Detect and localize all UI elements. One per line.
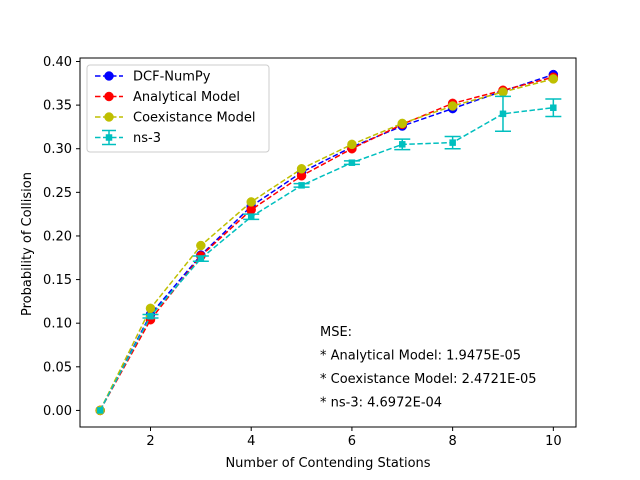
y-tick-label: 0.40 <box>43 55 72 70</box>
data-point-ns-3 <box>399 141 406 148</box>
y-tick-label: 0.25 <box>43 186 72 201</box>
data-point-coexistance-model <box>447 101 458 111</box>
y-tick-label: 0.20 <box>43 229 72 244</box>
data-point-coexistance-model <box>246 197 256 207</box>
legend-label: Analytical Model <box>133 90 240 105</box>
series-line-coexistance-model <box>99 78 554 411</box>
data-point-coexistance-model <box>397 118 408 129</box>
legend-box <box>86 64 270 153</box>
data-point-ns-3 <box>298 182 305 189</box>
data-point-coexistance-model <box>347 139 357 150</box>
y-tick-label: 0.15 <box>43 273 72 288</box>
series-ns-3 <box>96 95 562 414</box>
annotation-line: * Analytical Model: 1.9475E-05 <box>320 349 521 364</box>
y-tick-label: 0.35 <box>43 99 72 114</box>
data-point-coexistance-model <box>296 164 307 174</box>
series-line-ns-3 <box>99 106 554 411</box>
data-point-coexistance-model <box>145 303 156 314</box>
x-tick-label: 8 <box>448 434 456 449</box>
legend-marker <box>104 112 114 122</box>
y-tick-label: 0.30 <box>43 142 72 157</box>
x-tick-label: 4 <box>247 434 255 449</box>
data-point-coexistance-model <box>196 240 206 251</box>
legend-label: DCF-NumPy <box>133 70 211 85</box>
data-point-ns-3 <box>147 312 154 320</box>
x-axis-label: Number of Contending Stations <box>225 456 430 471</box>
y-tick-label: 0.10 <box>43 317 72 332</box>
data-point-coexistance-model <box>498 87 508 97</box>
y-tick-label: 0.05 <box>43 360 72 375</box>
annotation-line: MSE: <box>320 325 352 340</box>
annotation-line: * ns-3: 4.6972E-04 <box>320 396 442 411</box>
data-point-ns-3 <box>348 159 356 166</box>
data-point-ns-3 <box>499 110 507 118</box>
legend-marker <box>104 71 114 81</box>
data-point-coexistance-model <box>548 74 559 84</box>
legend-label: Coexistance Model <box>133 111 256 126</box>
legend: DCF-NumPy Analytical Model Coexistance Mod… <box>86 64 270 153</box>
legend-marker <box>105 134 113 141</box>
data-point-ns-3 <box>449 139 456 146</box>
series-line-dcf-numpy <box>99 73 554 411</box>
x-tick-label: 6 <box>348 434 356 449</box>
data-point-ns-3 <box>247 213 255 221</box>
mse-annotation: MSE: * Analytical Model: 1.9475E-05 * Coex… <box>320 325 537 411</box>
data-point-ns-3 <box>550 104 557 111</box>
legend-label: ns-3 <box>133 131 161 146</box>
legend-marker <box>104 91 114 102</box>
series-coexistance-model <box>95 74 559 416</box>
data-point-ns-3 <box>197 255 205 262</box>
data-point-ns-3 <box>96 407 104 414</box>
axes-layer: 2 4 6 8 10 0.00 0.05 0.10 0.15 0.20 0.25 0.30 0.35 0.… <box>43 55 577 449</box>
plot-frame <box>79 57 577 428</box>
y-tick-label: 0.00 <box>43 404 72 419</box>
x-tick-label: 2 <box>146 434 154 449</box>
y-axis-label: Probability of Collision <box>20 172 35 316</box>
annotation-line: * Coexistance Model: 2.4721E-05 <box>320 372 537 387</box>
series-layer <box>95 69 562 416</box>
x-tick-label: 10 <box>545 434 562 449</box>
